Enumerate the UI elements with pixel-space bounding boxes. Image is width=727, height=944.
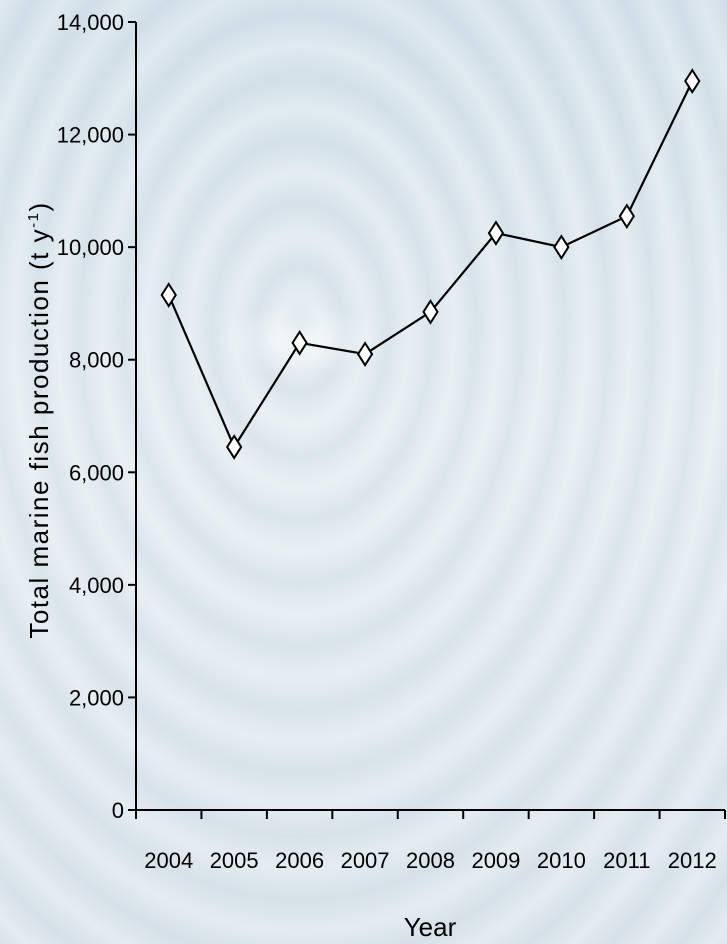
x-ticks: 2004 2005 2006 2007 2008 2009 2010 2011 2012 xyxy=(135,810,726,873)
y-tick-label: 12,000 xyxy=(57,123,124,148)
y-axis-title: Total marine fish production (t y-1) xyxy=(24,201,54,638)
y-tick-label: 6,000 xyxy=(69,460,124,485)
y-tick-label: 14,000 xyxy=(57,10,124,35)
y-ticks: 0 2,000 4,000 6,000 8,000 10,000 12,000 14,000 xyxy=(57,10,136,823)
x-tick-label: 2008 xyxy=(406,848,455,873)
x-tick-label: 2006 xyxy=(275,848,324,873)
x-tick-label: 2009 xyxy=(471,848,520,873)
x-tick-label: 2011 xyxy=(603,848,650,873)
x-axis-title: Year xyxy=(404,912,457,942)
data-point-marker xyxy=(553,234,570,261)
data-point-marker xyxy=(618,203,636,230)
x-tick-label: 2004 xyxy=(144,848,193,873)
y-tick-label: 8,000 xyxy=(69,348,124,373)
y-tick-label: 2,000 xyxy=(69,685,124,710)
axes-group xyxy=(135,22,725,811)
y-tick-label: 10,000 xyxy=(57,235,124,260)
x-tick-label: 2012 xyxy=(668,848,717,873)
x-tick-label: 2007 xyxy=(341,848,390,873)
series-line xyxy=(167,80,694,450)
data-point-marker xyxy=(291,329,308,356)
data-point-marker xyxy=(225,434,243,460)
data-point-marker xyxy=(487,220,505,246)
y-axis-title-main: Total marine fish production (t y xyxy=(24,228,54,639)
data-point-marker xyxy=(684,68,701,94)
x-tick-label: 2010 xyxy=(537,848,586,873)
data-point-marker xyxy=(160,282,177,308)
x-tick-label: 2005 xyxy=(210,848,259,873)
y-tick-label: 0 xyxy=(112,798,124,823)
y-axis-title-superscript: -1 xyxy=(25,212,42,228)
series-markers xyxy=(160,68,701,460)
data-point-marker xyxy=(422,299,439,325)
data-point-marker xyxy=(356,341,374,367)
y-tick-label: 4,000 xyxy=(69,573,124,598)
y-axis-title-end: ) xyxy=(24,201,54,211)
